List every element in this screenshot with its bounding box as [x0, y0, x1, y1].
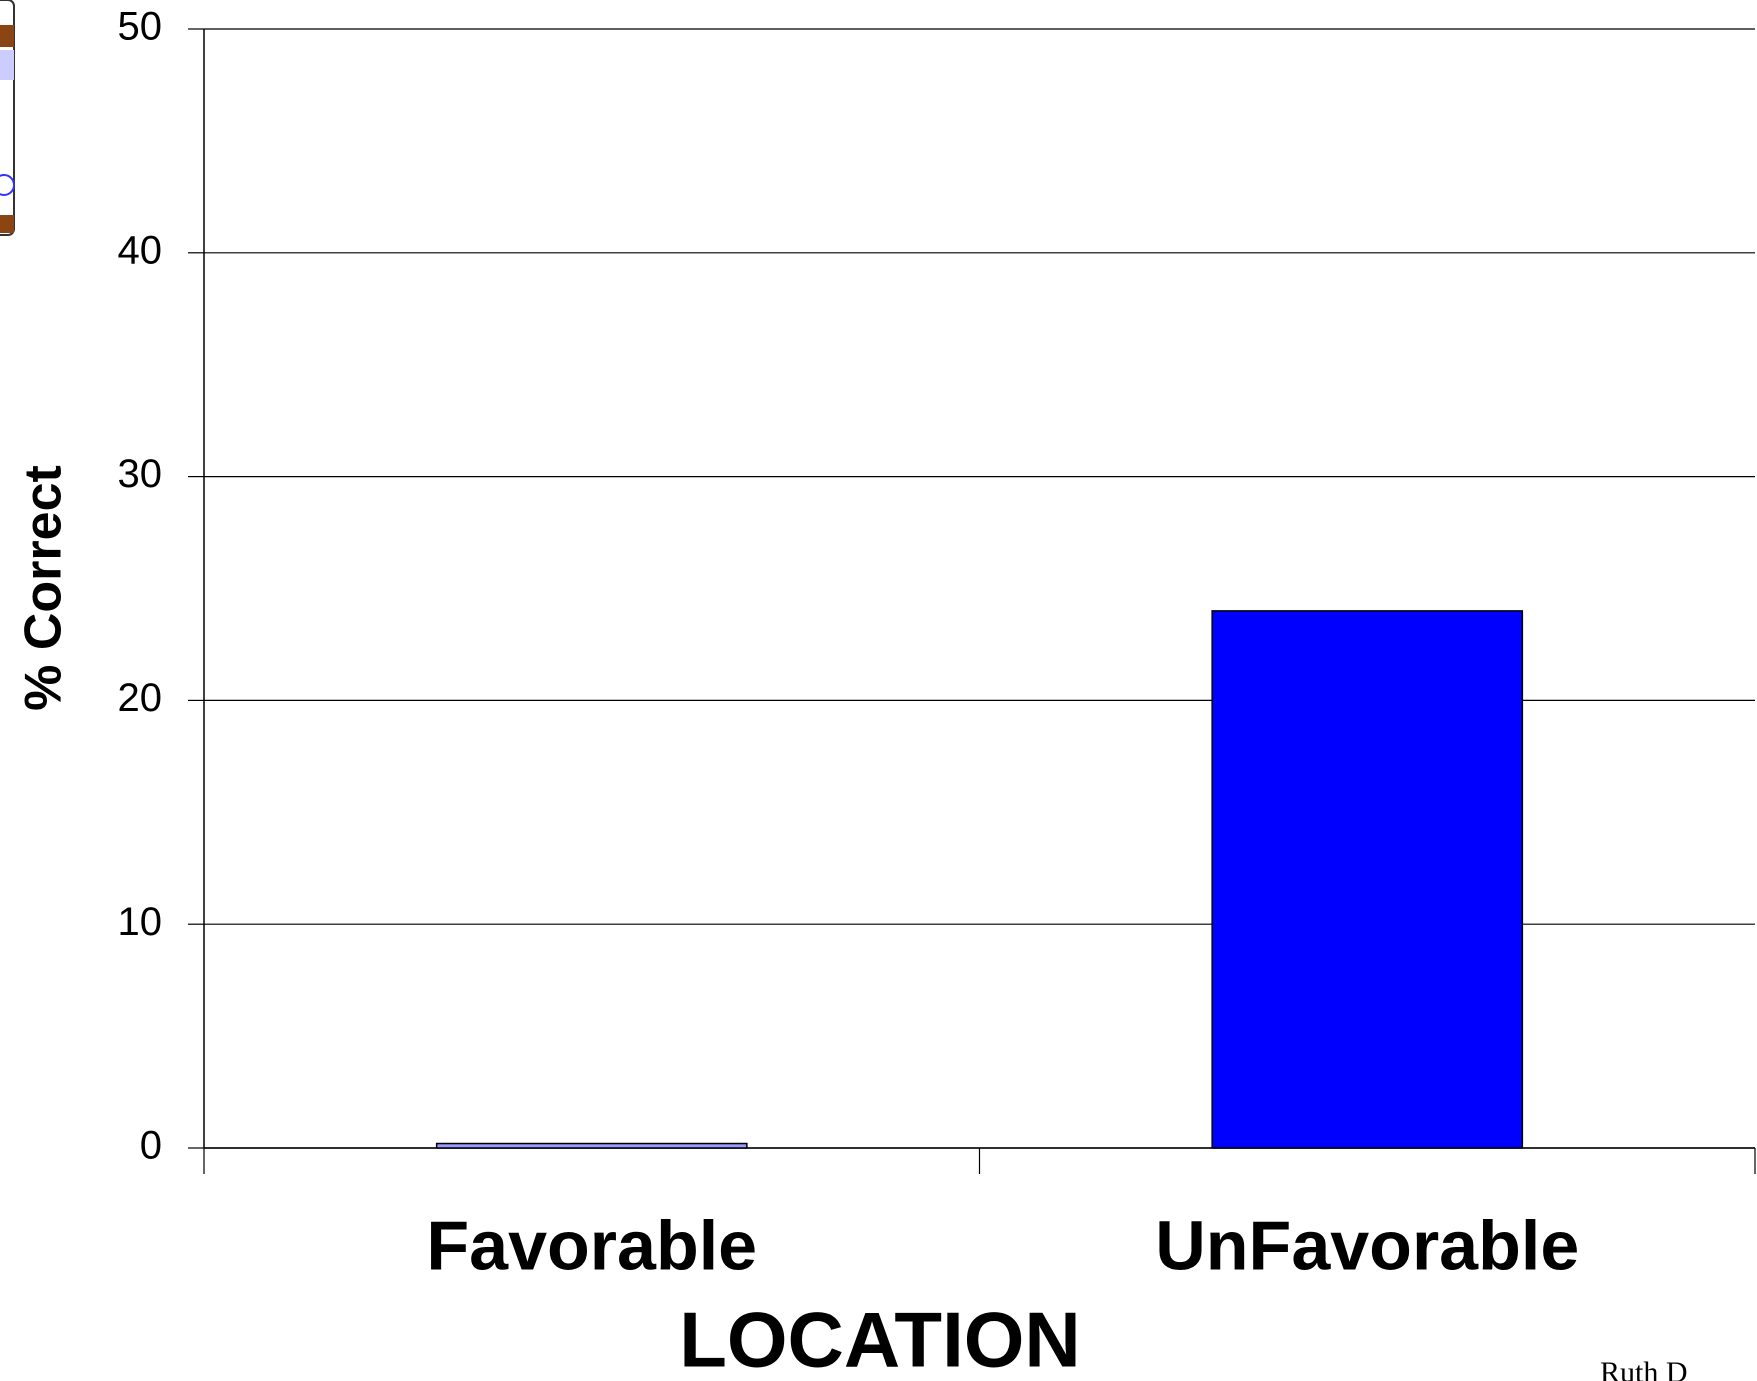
bar [435, 1142, 748, 1149]
y-tick-label: 20 [118, 676, 163, 720]
decoration [0, 0, 15, 236]
x-axis-label: LOCATION [679, 1296, 1081, 1381]
y-tick-label: 0 [140, 1124, 162, 1168]
bar [1211, 610, 1524, 1149]
x-tick-label: UnFavorable [1155, 1206, 1579, 1284]
y-tick-label: 30 [118, 452, 163, 496]
y-tick-label: 40 [118, 228, 163, 272]
y-tick-label: 10 [118, 900, 163, 944]
y-tick-label: 50 [118, 5, 163, 49]
y-axis-label: % Correct [15, 465, 73, 711]
annotation: Ruth D [1600, 1356, 1688, 1381]
x-tick-label: Favorable [426, 1206, 757, 1284]
